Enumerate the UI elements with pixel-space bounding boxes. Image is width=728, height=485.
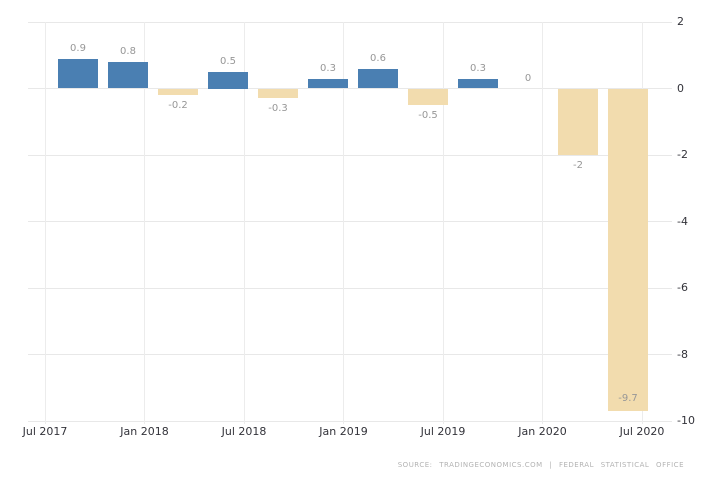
gridline-vertical — [343, 22, 344, 424]
gridline-vertical — [144, 22, 145, 424]
gridline-vertical — [542, 22, 543, 424]
bar — [58, 58, 98, 89]
source-attribution: SOURCE: TRADINGECONOMICS.COM | FEDERAL S… — [397, 461, 684, 469]
y-axis-tick-label: -6 — [677, 281, 688, 294]
bar-value-label: -0.2 — [168, 100, 188, 112]
bar — [558, 88, 598, 155]
gridline-vertical — [243, 22, 245, 424]
gridline-horizontal — [28, 287, 672, 289]
y-axis-tick-label: -2 — [677, 148, 688, 161]
bar — [608, 88, 648, 412]
bar-value-label: 0 — [524, 72, 532, 84]
bar — [158, 88, 198, 96]
bar — [358, 68, 398, 89]
bar-value-label: -0.5 — [418, 110, 438, 122]
gridline-vertical — [442, 22, 444, 424]
x-axis-tick-label: Jul 2017 — [22, 425, 68, 438]
bar — [308, 78, 348, 89]
y-axis-tick-label: -8 — [677, 347, 688, 361]
y-axis-tick-label: 0 — [677, 81, 684, 95]
x-axis-tick-label: Jul 2018 — [221, 425, 267, 438]
bar — [108, 61, 148, 89]
y-axis-tick-label: -10 — [677, 414, 695, 427]
gridline-horizontal — [28, 88, 672, 89]
bar-value-label: 0.8 — [120, 45, 136, 57]
bar-value-label: 0.5 — [220, 55, 236, 67]
bar-value-label: 0.3 — [320, 62, 336, 74]
x-axis-tick-label: Jul 2020 — [619, 425, 665, 438]
y-axis-tick-label: -4 — [677, 214, 688, 228]
bar-value-label: -0.3 — [268, 103, 288, 115]
x-axis-tick-label: Jan 2020 — [518, 425, 567, 438]
bar — [458, 78, 498, 89]
bar — [258, 88, 298, 99]
gridline-horizontal — [28, 420, 672, 422]
bar-value-label: -9.7 — [618, 393, 638, 405]
bar-value-label: 0.6 — [370, 52, 386, 64]
x-axis-tick-label: Jan 2018 — [120, 425, 169, 438]
gridline-horizontal — [28, 221, 672, 222]
x-axis-tick-label: Jul 2019 — [420, 425, 466, 438]
bar — [208, 71, 248, 89]
bar-value-label: -2 — [573, 160, 583, 171]
gridline-horizontal — [28, 354, 672, 355]
gridline-horizontal — [28, 21, 672, 23]
bar-value-label: 0.9 — [70, 42, 86, 54]
gridline-horizontal — [28, 154, 672, 156]
x-axis-tick-label: Jan 2019 — [319, 425, 368, 438]
gridline-vertical — [44, 22, 46, 424]
y-axis-tick-label: 2 — [677, 15, 684, 28]
bar — [408, 88, 448, 106]
bar-value-label: 0.3 — [470, 62, 486, 74]
